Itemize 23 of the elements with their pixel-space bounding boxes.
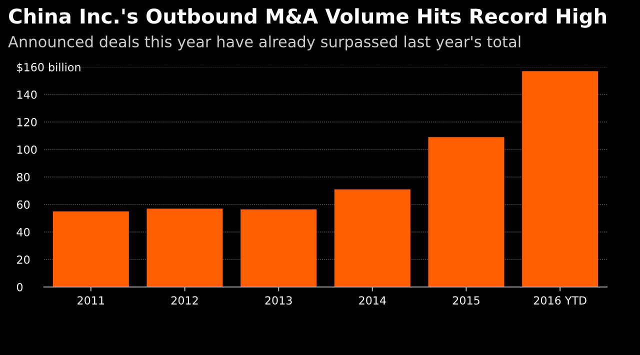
bar — [522, 71, 598, 287]
y-tick-label: 80 — [16, 172, 30, 182]
x-tick-label: 2012 — [171, 296, 198, 305]
bar — [428, 137, 504, 287]
x-tick-label: 2014 — [359, 296, 386, 305]
y-tick-label: $160 billion — [17, 62, 80, 73]
y-tick-label: 140 — [17, 90, 37, 99]
chart-subtitle: Announced deals this year have already surpassed last year's total — [8, 36, 520, 50]
y-tick-label: 40 — [16, 228, 30, 236]
bar — [146, 208, 223, 287]
bar — [52, 211, 129, 287]
bar — [334, 189, 410, 287]
x-tick-label: 2015 — [452, 296, 480, 305]
y-tick-label: 120 — [17, 118, 37, 126]
x-tick-label: 2013 — [265, 296, 292, 305]
y-tick-label: 60 — [17, 200, 30, 209]
x-tick-label: 2011 — [78, 296, 104, 305]
bar — [240, 209, 317, 287]
x-tick-label: 2016 YTD — [534, 296, 586, 305]
y-tick-label: 100 — [17, 145, 37, 154]
y-tick-label: 0 — [16, 282, 23, 292]
chart-title: China Inc.'s Outbound M&A Volume Hits Record High — [9, 8, 606, 28]
y-tick-label: 20 — [17, 255, 30, 264]
